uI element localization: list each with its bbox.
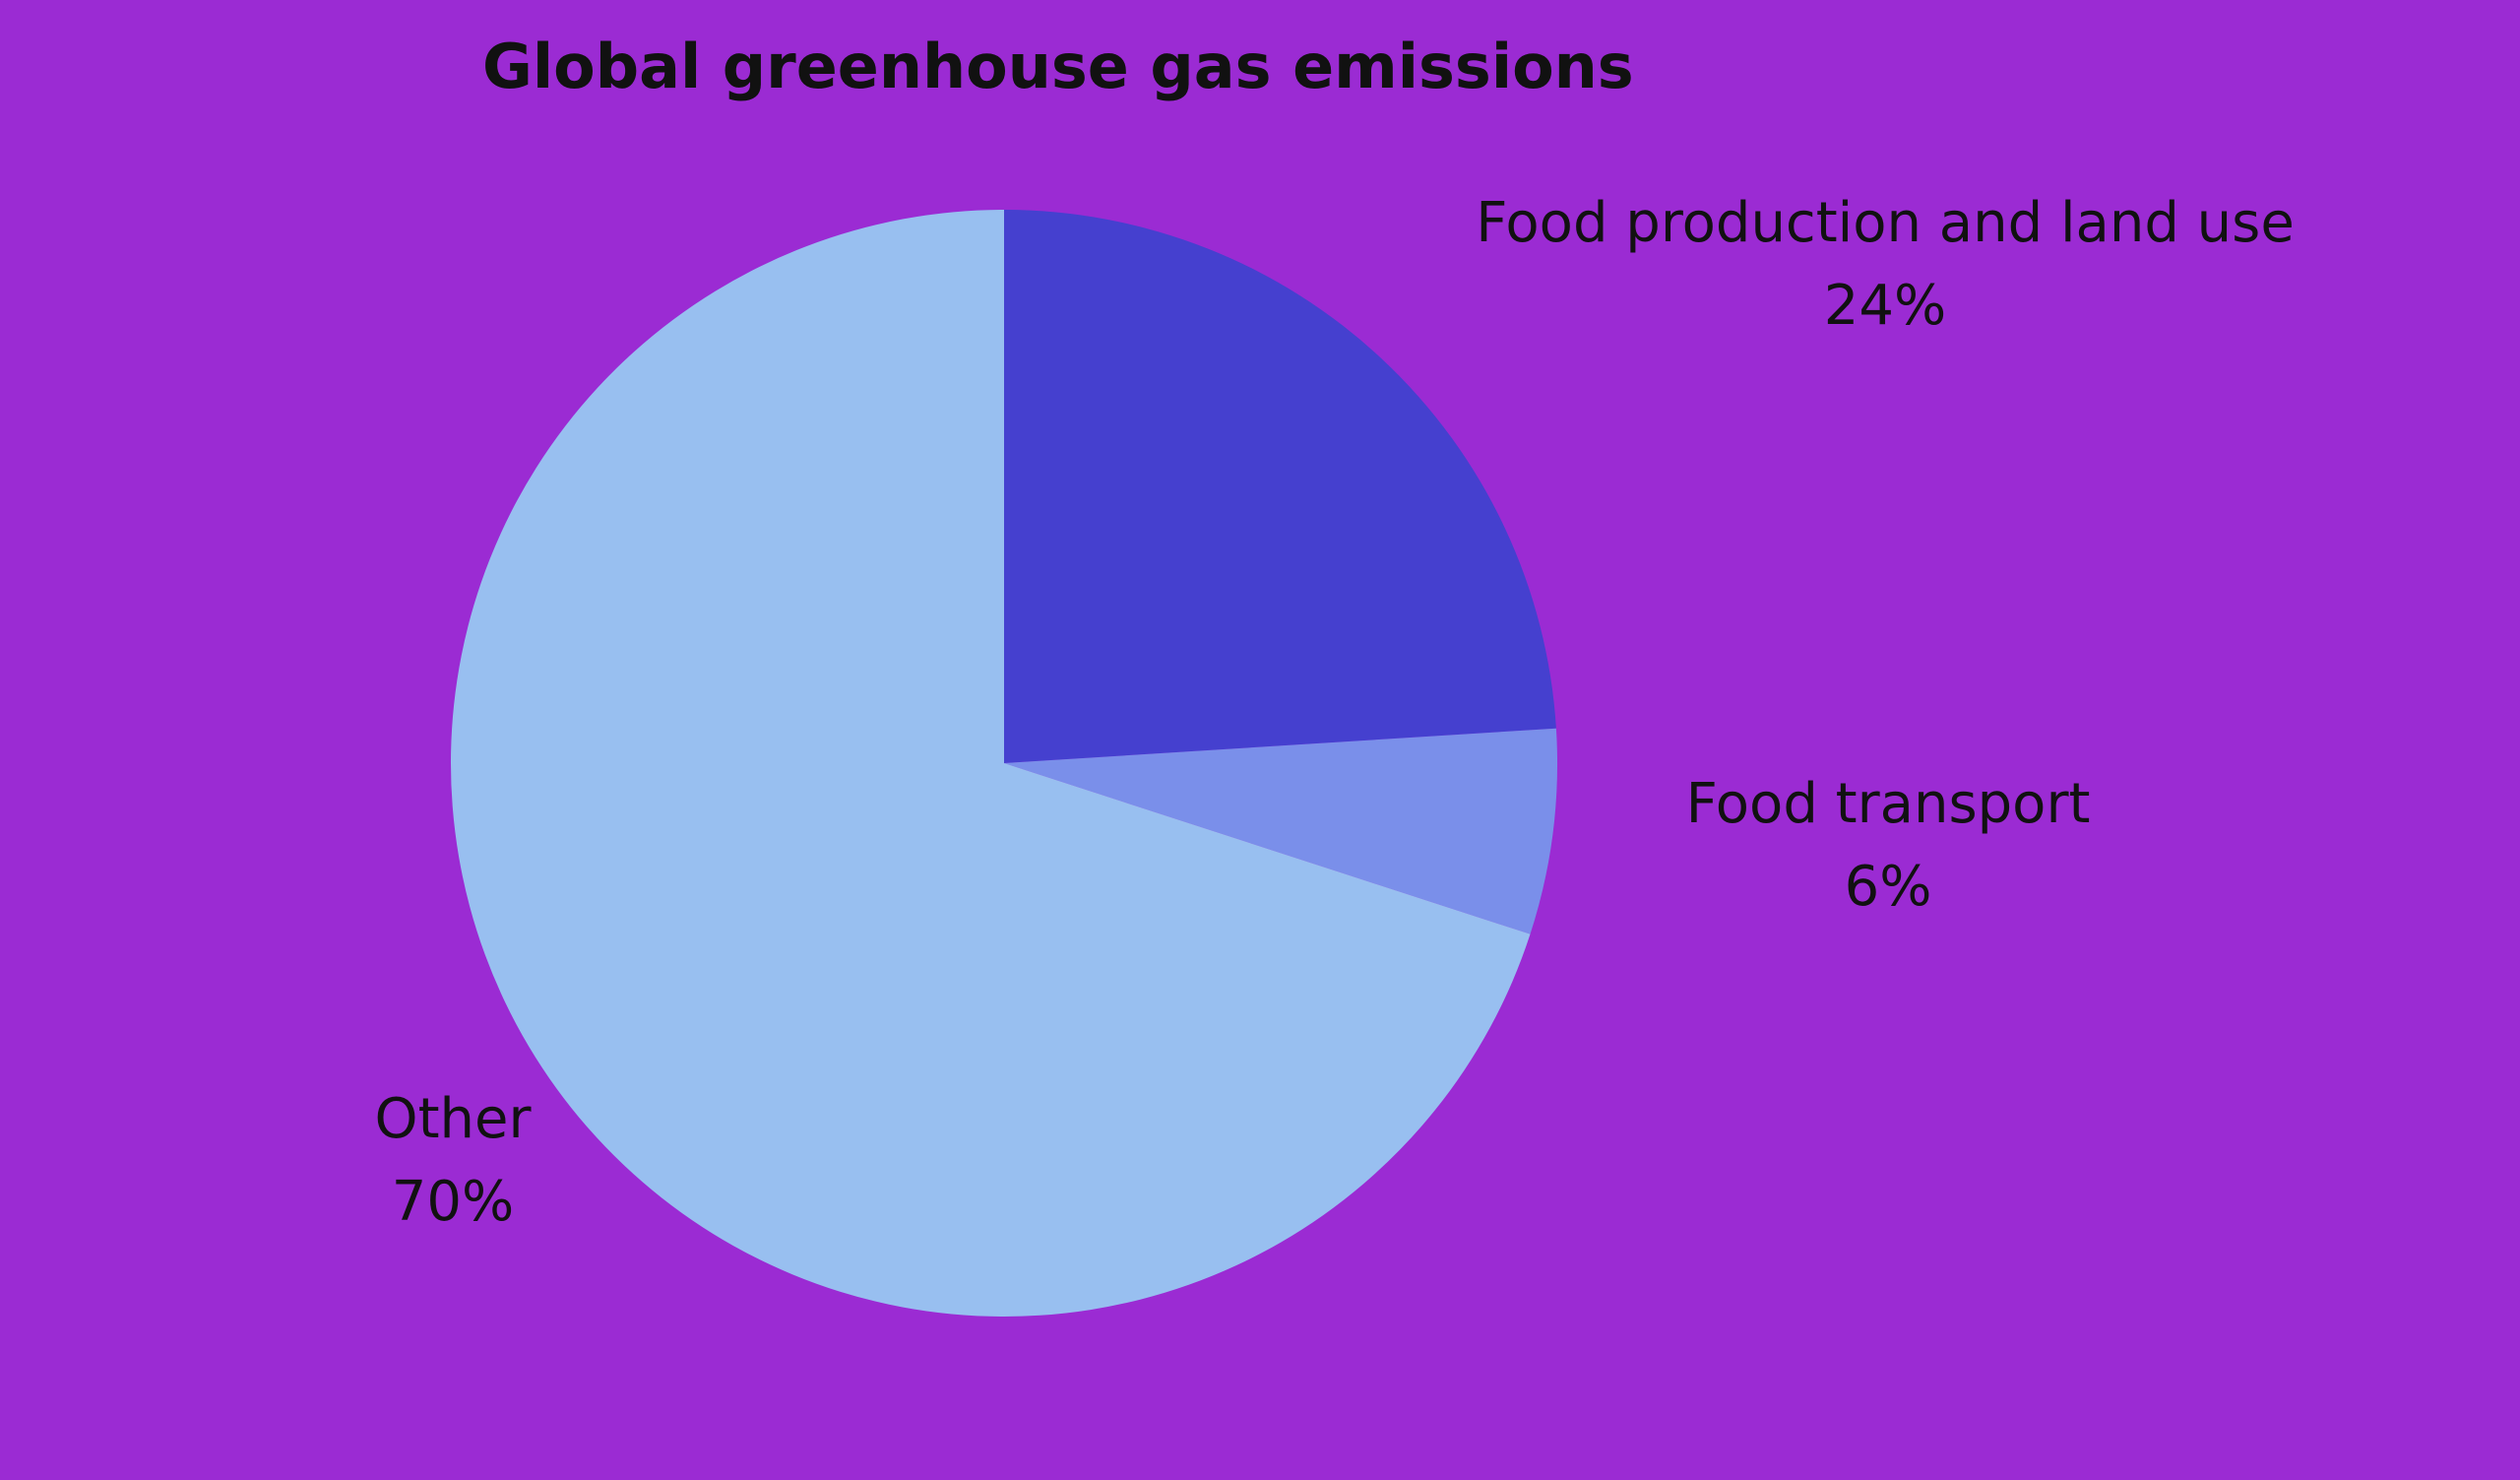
pie-slice xyxy=(1004,210,1556,763)
chart-title: Global greenhouse gas emissions xyxy=(482,31,1634,102)
pie-slice xyxy=(1004,728,1557,934)
slice-label: Food production and land use xyxy=(1476,191,2295,255)
slice-value-label: 24% xyxy=(1824,274,1946,338)
slice-label: Food transport xyxy=(1686,772,2091,836)
slice-value-label: 6% xyxy=(1845,855,1932,919)
pie-slice xyxy=(451,210,1531,1317)
slice-label: Other xyxy=(374,1087,532,1151)
slice-value-label: 70% xyxy=(392,1170,514,1234)
